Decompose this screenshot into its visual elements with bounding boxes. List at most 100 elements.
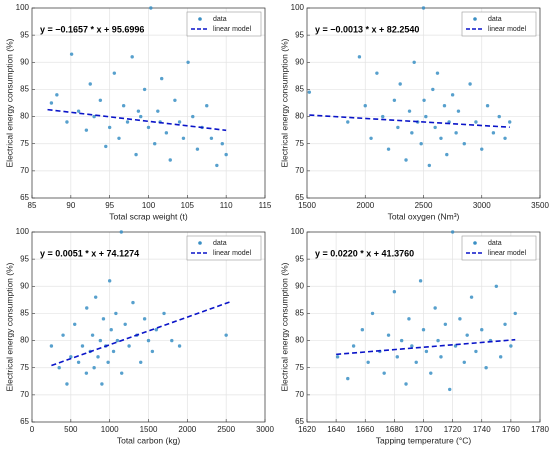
legend-marker xyxy=(198,17,202,21)
y-tick-label: 75 xyxy=(295,139,304,148)
x-tick-label: 105 xyxy=(181,201,195,210)
y-tick-label: 85 xyxy=(20,309,29,318)
data-point xyxy=(98,338,103,343)
data-point xyxy=(173,98,177,102)
data-point xyxy=(85,306,89,310)
data-point xyxy=(421,328,426,332)
data-point xyxy=(458,317,462,321)
data-point xyxy=(61,333,65,337)
data-point xyxy=(115,338,120,343)
data-point xyxy=(422,98,426,102)
data-point xyxy=(456,109,461,113)
x-tick-label: 1660 xyxy=(356,425,374,434)
y-tick-label: 95 xyxy=(295,254,304,263)
data-point xyxy=(410,131,414,135)
plot-frame xyxy=(31,7,266,199)
y-tick-label: 100 xyxy=(16,227,30,236)
data-point xyxy=(392,290,397,294)
data-point xyxy=(220,142,224,146)
data-point xyxy=(424,349,429,354)
data-point xyxy=(134,152,138,157)
y-axis-label: Electrical energy consumption (%) xyxy=(4,262,14,391)
data-point xyxy=(120,371,124,375)
y-tick-label: 65 xyxy=(20,193,29,202)
y-axis-label: Electrical energy consumption (%) xyxy=(279,38,289,167)
data-point xyxy=(164,131,169,135)
data-point xyxy=(84,128,89,132)
y-tick-label: 95 xyxy=(295,30,304,39)
data-point xyxy=(465,333,469,337)
x-axis-label: Total scrap weight (t) xyxy=(109,211,188,221)
plot-frame xyxy=(31,231,266,423)
data-point xyxy=(509,344,513,348)
data-point xyxy=(73,322,77,326)
y-axis-label: Electrical energy consumption (%) xyxy=(4,38,14,167)
x-tick-label: 90 xyxy=(66,201,75,210)
fit-line xyxy=(309,114,510,129)
y-tick-label: 70 xyxy=(20,390,29,399)
data-point xyxy=(474,349,478,354)
y-tick-label: 95 xyxy=(20,30,29,39)
data-point xyxy=(57,366,61,370)
x-tick-label: 1620 xyxy=(298,425,316,434)
x-tick-label: 1000 xyxy=(101,425,119,434)
x-tick-label: 2000 xyxy=(178,425,196,434)
data-point xyxy=(351,344,356,348)
data-point xyxy=(469,295,474,299)
data-point xyxy=(431,87,435,92)
x-axis-label: Total carbon (kg) xyxy=(117,435,180,445)
data-point xyxy=(65,120,69,124)
data-point xyxy=(224,152,228,157)
data-point xyxy=(375,71,379,75)
data-point xyxy=(462,360,466,364)
x-tick-label: 3000 xyxy=(473,201,491,210)
data-point xyxy=(149,6,153,10)
data-point xyxy=(474,120,478,124)
data-point xyxy=(433,125,437,130)
data-point xyxy=(170,338,174,343)
legend-box xyxy=(186,235,262,261)
data-point xyxy=(156,109,160,113)
data-point xyxy=(396,125,400,130)
data-point xyxy=(142,87,147,92)
y-tick-label: 70 xyxy=(295,166,304,175)
data-point xyxy=(92,366,96,370)
data-point xyxy=(154,328,158,332)
y-tick-label: 65 xyxy=(295,417,304,426)
equation: y = 0.0051 * x + 74.1274 xyxy=(40,248,139,258)
data-point xyxy=(130,55,134,59)
data-point xyxy=(436,338,440,343)
data-point xyxy=(142,317,147,321)
y-tick-label: 90 xyxy=(295,57,304,66)
x-tick-label: 100 xyxy=(142,201,156,210)
equation: y = −0.1657 * x + 95.6996 xyxy=(40,24,144,34)
legend-label: linear model xyxy=(488,26,527,33)
data-point xyxy=(445,152,449,157)
subplot: 65 70 75 80 85 90 95 100 85 90 95 100 105 110 115 Total… xyxy=(4,3,272,221)
x-tick-label: 2500 xyxy=(217,425,235,434)
data-point xyxy=(195,147,200,151)
data-point xyxy=(136,109,141,113)
data-point xyxy=(462,142,466,146)
data-point xyxy=(76,109,81,113)
data-point xyxy=(112,71,117,75)
data-point xyxy=(93,295,98,299)
y-tick-label: 75 xyxy=(295,363,304,372)
data-point xyxy=(435,71,440,75)
data-point xyxy=(121,104,126,108)
data-point xyxy=(485,104,490,108)
data-point xyxy=(386,333,391,337)
data-point xyxy=(370,311,375,316)
data-point xyxy=(429,371,433,375)
data-point xyxy=(100,382,104,386)
x-tick-label: 3500 xyxy=(531,201,549,210)
data-point xyxy=(205,104,209,108)
data-point xyxy=(412,60,416,64)
data-point xyxy=(448,387,452,392)
data-point xyxy=(191,114,195,119)
data-point xyxy=(69,52,74,56)
data-point xyxy=(398,82,402,86)
data-point xyxy=(382,371,386,375)
fit-line xyxy=(336,338,516,356)
